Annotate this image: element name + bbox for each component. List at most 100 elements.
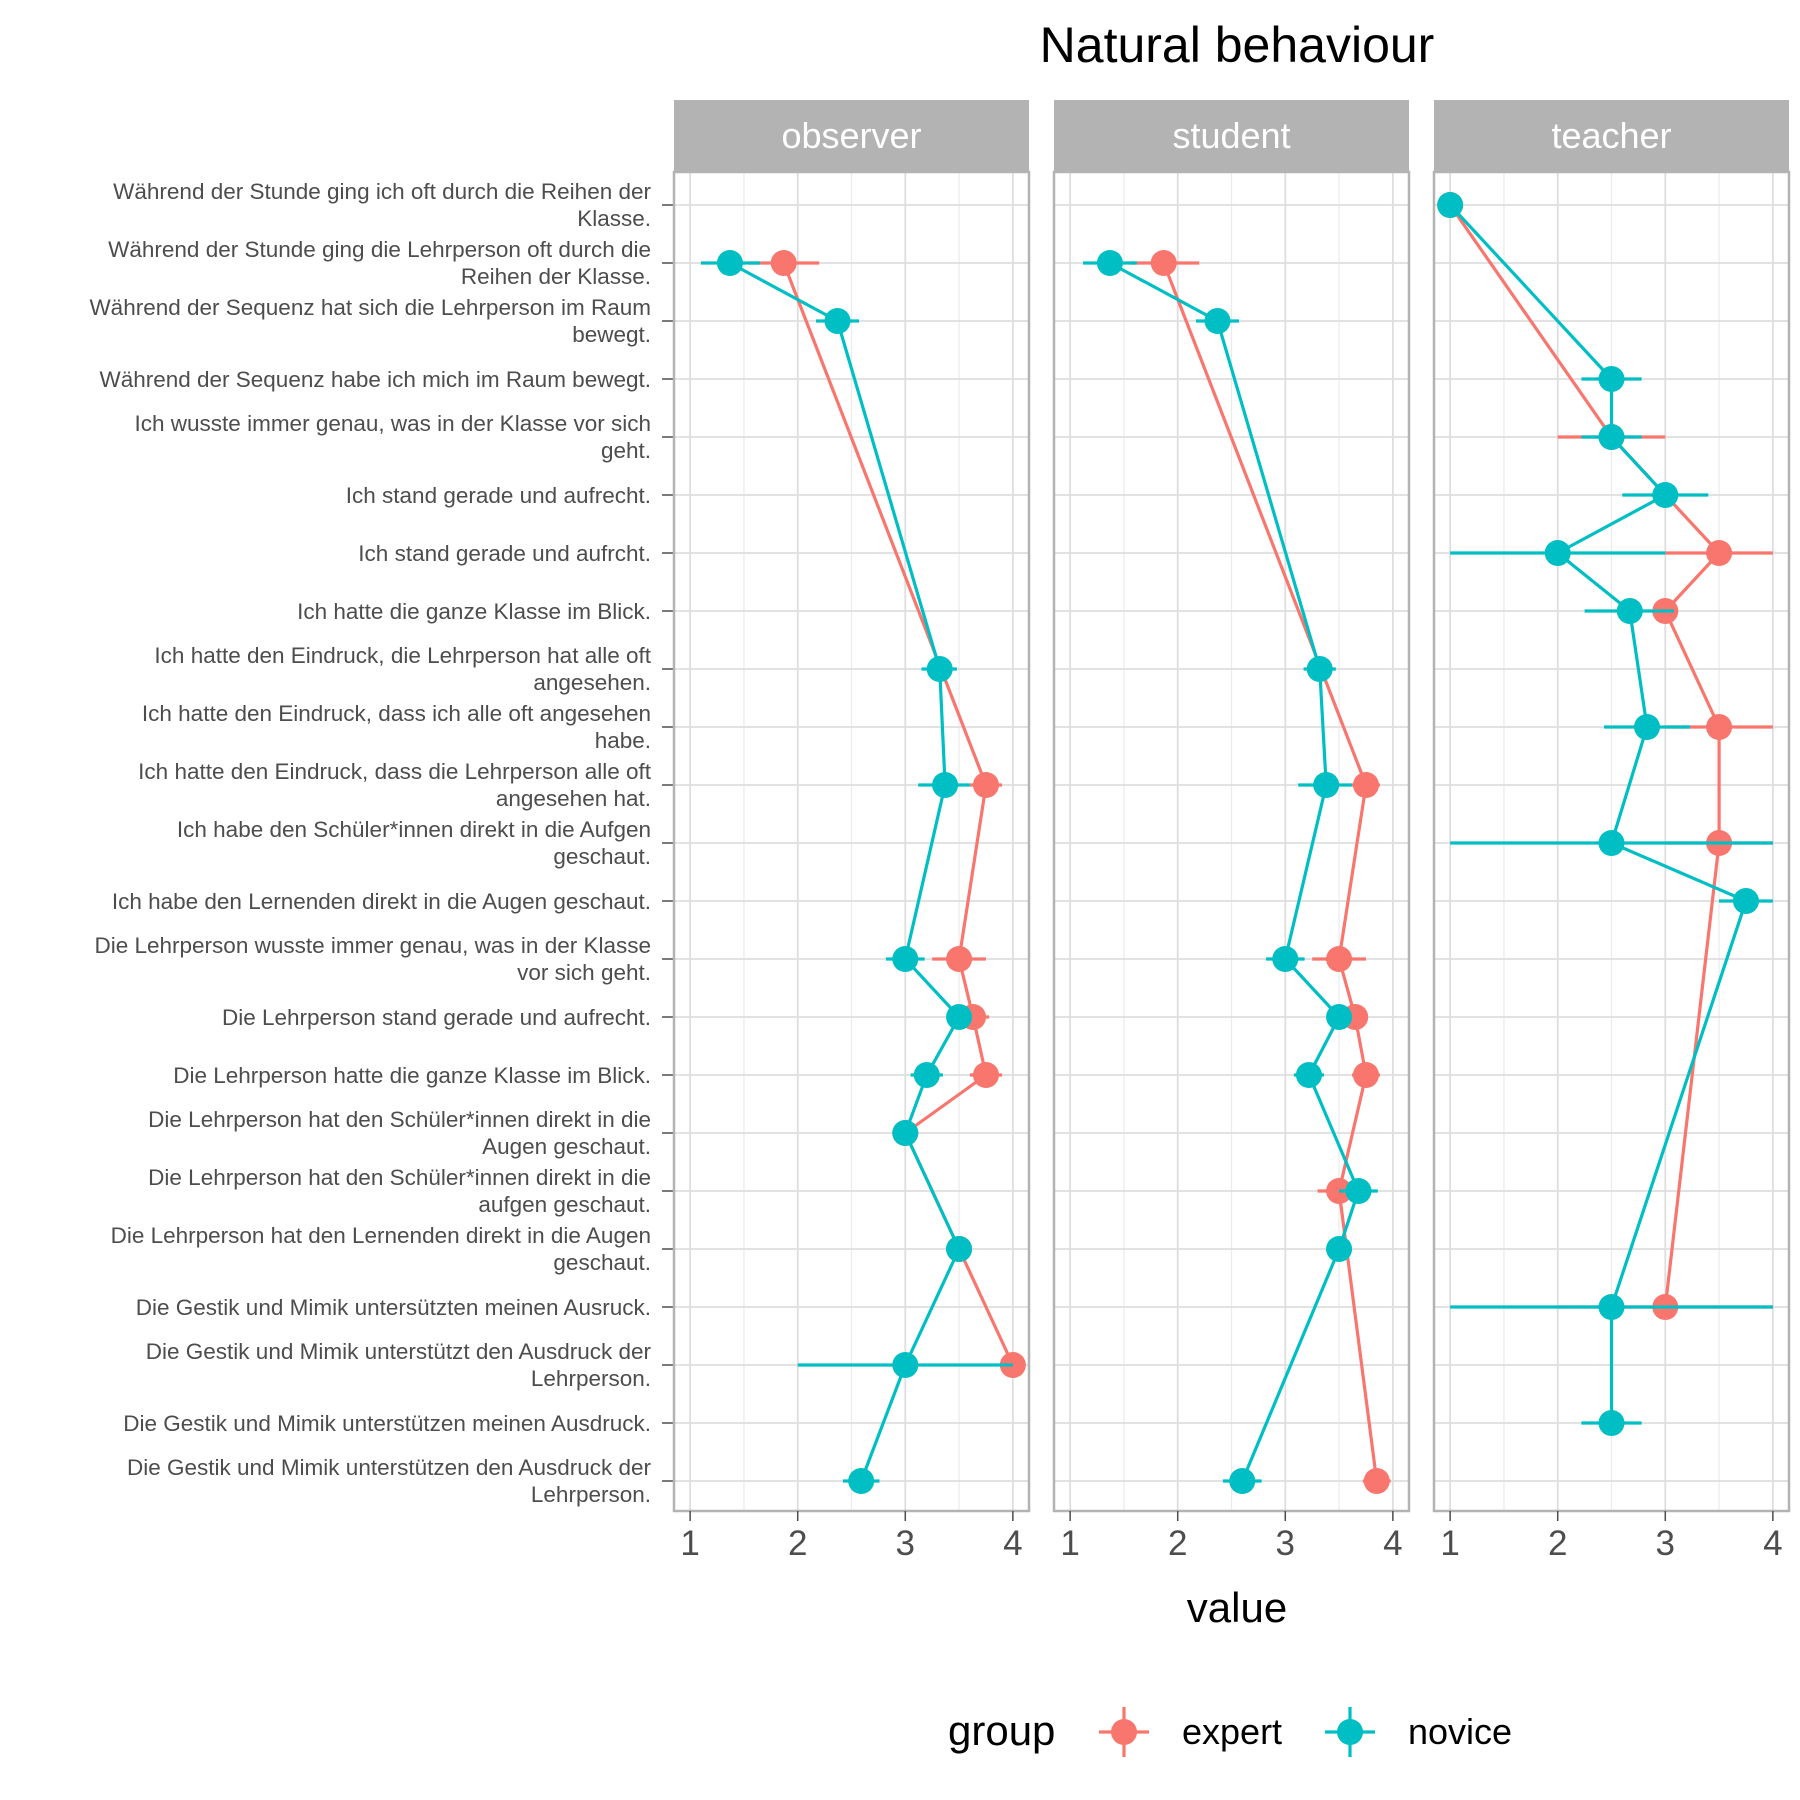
data-point-expert	[1352, 772, 1379, 798]
data-point-novice	[1204, 308, 1231, 334]
item-label: Ich stand gerade und aufrecht.	[346, 483, 651, 508]
x-tick-label: 4	[1383, 1524, 1402, 1563]
data-point-expert	[1363, 1468, 1390, 1494]
item-label: Die Gestik und Mimik unterstützen den Au…	[127, 1455, 652, 1507]
item-label: Während der Stunde ging die Lehrperson o…	[108, 237, 651, 289]
data-point-expert	[1150, 250, 1177, 276]
item-label: Ich hatte den Eindruck, die Lehrperson h…	[154, 643, 651, 695]
x-tick-label: 3	[896, 1524, 915, 1563]
data-point-expert	[972, 772, 999, 798]
item-labels: Während der Stunde ging ich oft durch di…	[89, 179, 674, 1507]
legend-key-point-expert	[1111, 1719, 1137, 1745]
item-label-line: Die Lehrperson stand gerade und aufrecht…	[222, 1005, 651, 1030]
data-point-novice	[1652, 482, 1679, 508]
data-point-novice	[1598, 1410, 1625, 1436]
panel-border	[1052, 170, 1411, 1513]
item-label-line: Die Lehrperson hat den Schüler*innen dir…	[148, 1107, 651, 1132]
item-label-line: Die Gestik und Mimik untersützten meinen…	[136, 1295, 651, 1320]
data-point-expert	[770, 250, 797, 276]
panel-strip	[1054, 100, 1409, 172]
data-point-novice	[892, 1120, 919, 1146]
item-label: Die Gestik und Mimik unterstützen meinen…	[123, 1411, 651, 1436]
data-point-novice	[1295, 1062, 1322, 1088]
item-label-line: Ich hatte den Eindruck, die Lehrperson h…	[154, 643, 651, 668]
data-point-novice	[1598, 424, 1625, 450]
x-tick-label: 2	[1548, 1524, 1567, 1563]
legend-label-novice: novice	[1408, 1711, 1512, 1752]
data-point-novice	[946, 1236, 973, 1262]
x-tick-label: 2	[788, 1524, 807, 1563]
data-point-expert	[1352, 1062, 1379, 1088]
data-point-novice	[1616, 598, 1643, 624]
item-label-line: angesehen.	[533, 670, 651, 695]
data-point-novice	[1598, 366, 1625, 392]
data-point-novice	[716, 250, 743, 276]
panel-student: student 1 2 3 4	[1052, 100, 1411, 1563]
item-label-line: Ich hatte den Eindruck, dass ich alle of…	[142, 701, 651, 726]
data-point-novice	[1598, 1294, 1625, 1320]
panel-border	[1432, 170, 1791, 1513]
item-label-line: Während der Stunde ging ich oft durch di…	[113, 179, 651, 204]
item-label-line: Ich habe den Schüler*innen direkt in die…	[177, 817, 651, 842]
item-label-line: aufgen geschaut.	[478, 1192, 651, 1217]
item-label-line: Ich habe den Lernenden direkt in die Aug…	[112, 889, 651, 914]
item-label: Die Lehrperson hatte die ganze Klasse im…	[173, 1063, 651, 1088]
item-label: Ich habe den Lernenden direkt in die Aug…	[112, 889, 651, 914]
item-label: Ich hatte den Eindruck, dass die Lehrper…	[138, 759, 652, 811]
panel-teacher: teacher 1 2 3 4	[1432, 100, 1791, 1563]
legend-title: group	[948, 1707, 1055, 1754]
item-label: Die Gestik und Mimik unterstützt den Aus…	[146, 1339, 652, 1391]
data-point-novice	[1326, 1004, 1353, 1030]
x-tick-label: 4	[1763, 1524, 1782, 1563]
item-label-line: Die Lehrperson hat den Schüler*innen dir…	[148, 1165, 651, 1190]
data-point-novice	[1229, 1468, 1256, 1494]
data-point-novice	[1437, 192, 1464, 218]
x-tick-label: 2	[1168, 1524, 1187, 1563]
item-label-line: geht.	[601, 438, 651, 463]
panel-strip-label: student	[1172, 115, 1290, 156]
item-label: Ich hatte den Eindruck, dass ich alle of…	[142, 701, 651, 753]
panel-strip-label: teacher	[1551, 115, 1671, 156]
data-point-novice	[1598, 830, 1625, 856]
item-label: Die Lehrperson hat den Schüler*innen dir…	[148, 1165, 651, 1217]
legend-label-expert: expert	[1182, 1711, 1282, 1752]
facet-panels: observer 1 2 3 4 student 1 2 3 4 teacher 1 2 3 4	[672, 100, 1791, 1563]
data-point-novice	[932, 772, 959, 798]
panel-strip	[674, 100, 1029, 172]
x-tick-label: 1	[1440, 1524, 1459, 1563]
data-point-novice	[1634, 714, 1660, 740]
panel-strip	[1434, 100, 1789, 172]
data-point-novice	[848, 1468, 875, 1494]
item-label-line: Während der Sequenz hat sich die Lehrper…	[89, 295, 651, 320]
x-tick-label: 3	[1656, 1524, 1675, 1563]
data-point-novice	[892, 1352, 919, 1378]
data-point-novice	[1544, 540, 1571, 566]
data-point-novice	[1272, 946, 1299, 972]
x-axis-title: value	[1187, 1584, 1287, 1631]
data-point-expert	[1706, 714, 1733, 740]
item-label-line: angesehen hat.	[496, 786, 651, 811]
data-point-novice	[946, 1004, 973, 1030]
item-label-line: Lehrperson.	[531, 1366, 651, 1391]
item-label-line: Während der Stunde ging die Lehrperson o…	[108, 237, 651, 262]
item-label-line: Klasse.	[577, 206, 651, 231]
item-label: Während der Sequenz hat sich die Lehrper…	[89, 295, 651, 347]
data-point-novice	[913, 1062, 940, 1088]
item-label-line: Ich hatte den Eindruck, dass die Lehrper…	[138, 759, 652, 784]
data-point-expert	[972, 1062, 999, 1088]
item-label-line: Ich wusste immer genau, was in der Klass…	[135, 411, 651, 436]
data-point-novice	[1345, 1178, 1372, 1204]
chart-title: Natural behaviour	[1040, 17, 1435, 73]
item-label: Während der Stunde ging ich oft durch di…	[113, 179, 651, 231]
item-label-line: bewegt.	[572, 322, 651, 347]
item-label: Ich hatte die ganze Klasse im Blick.	[297, 599, 651, 624]
series-line-novice	[1109, 261, 1360, 1482]
data-point-expert	[1706, 540, 1733, 566]
item-label: Ich wusste immer genau, was in der Klass…	[135, 411, 651, 463]
panel-observer: observer 1 2 3 4	[672, 100, 1031, 1563]
item-label-line: geschaut.	[553, 1250, 651, 1275]
item-label-line: vor sich geht.	[517, 960, 651, 985]
data-point-novice	[824, 308, 851, 334]
item-label: Ich habe den Schüler*innen direkt in die…	[177, 817, 651, 869]
